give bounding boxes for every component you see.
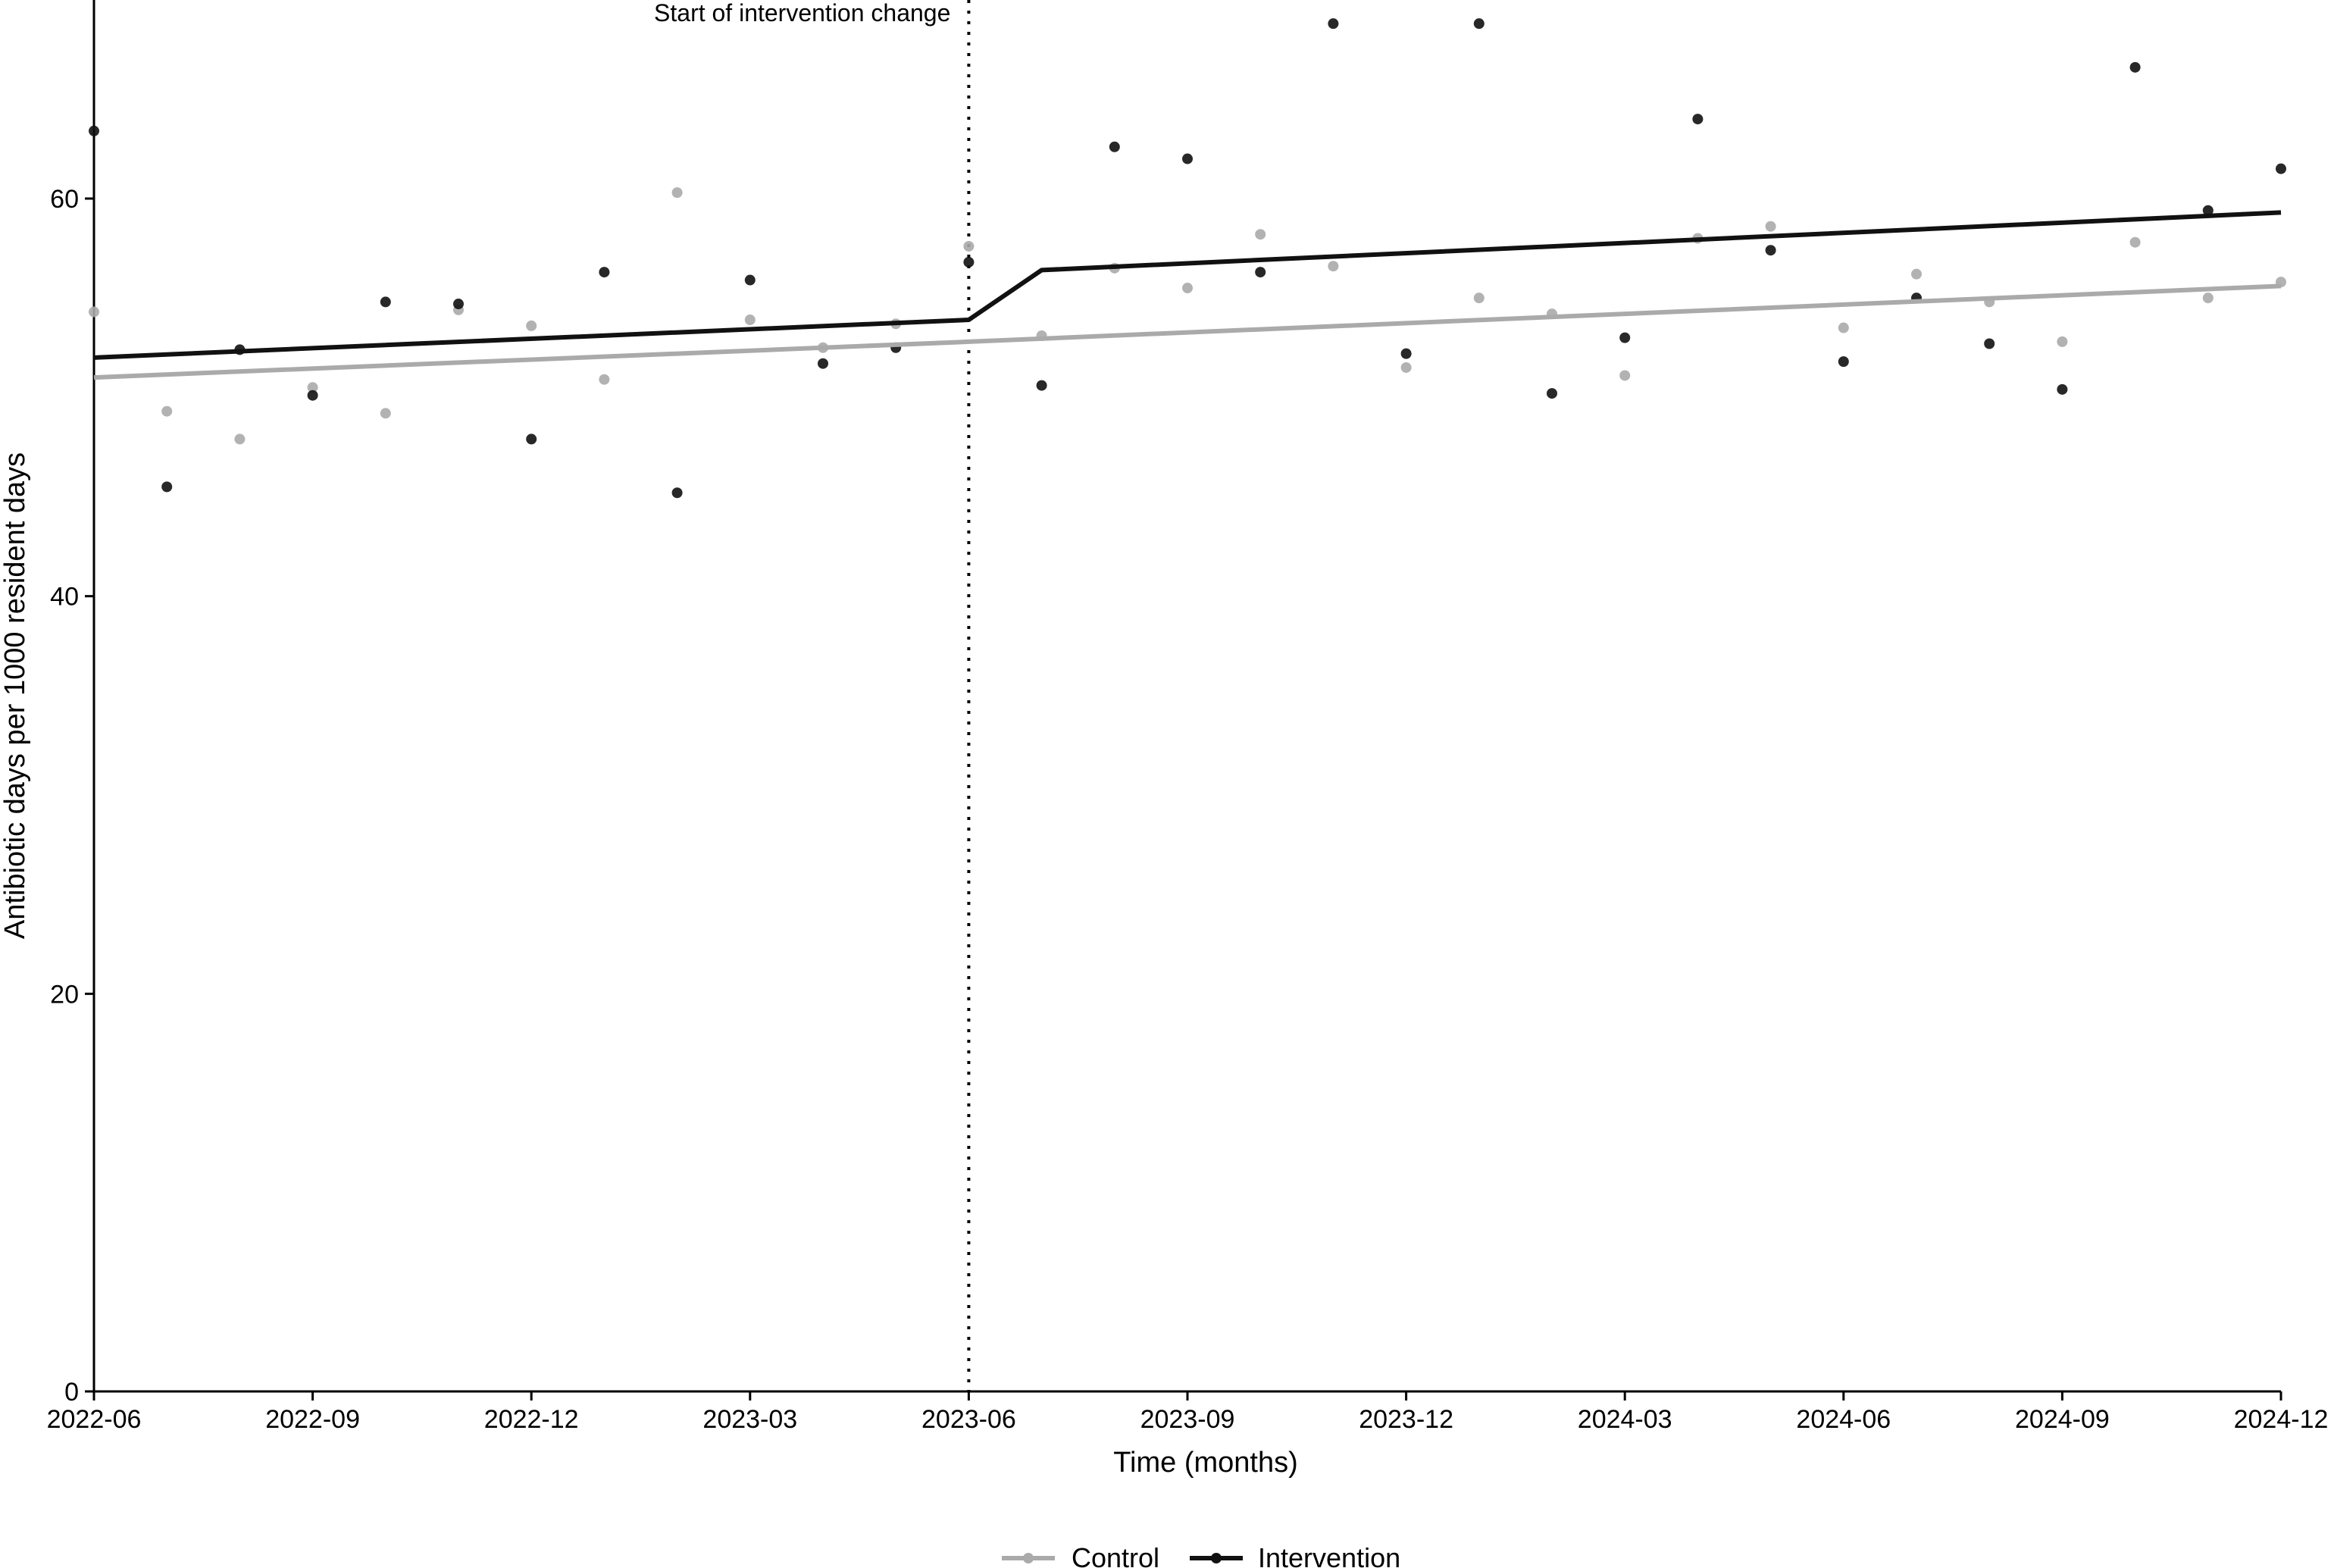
y-axis-title: Antibiotic days per 1000 resident days — [0, 452, 31, 939]
intervention-point — [1984, 338, 1995, 349]
control-point — [1838, 322, 1849, 333]
legend-dot-control — [1023, 1553, 1034, 1563]
x-tick-label: 2024-12 — [2234, 1405, 2329, 1434]
intervention-point — [380, 296, 391, 308]
control-point — [1400, 361, 1412, 373]
intervention-point — [1109, 141, 1120, 152]
x-tick-label: 2023-06 — [921, 1405, 1016, 1434]
control-point — [234, 433, 246, 445]
y-tick-label: 0 — [64, 1378, 79, 1407]
intervention-point — [1765, 245, 1776, 256]
intervention-point — [1400, 348, 1412, 359]
control-point — [1911, 268, 1922, 280]
control-fit-line — [93, 283, 2282, 380]
x-ticks: 2022-06 2022-09 2022-12 2023-03 2023-06 2023-… — [47, 1391, 2329, 1434]
legend-label-control: Control — [1072, 1542, 1159, 1568]
control-point — [1182, 283, 1193, 294]
control-point — [963, 240, 975, 252]
points-layer — [89, 18, 2286, 499]
x-tick-label: 2023-12 — [1359, 1405, 1453, 1434]
intervention-point — [307, 390, 318, 401]
intervention-point — [453, 299, 464, 310]
intervention-start-label: Start of intervention change — [654, 0, 950, 27]
y-ticks: 0 20 40 60 — [50, 185, 94, 1407]
x-tick-label: 2023-09 — [1140, 1405, 1235, 1434]
x-axis-title: Time (months) — [1113, 1447, 1298, 1479]
control-point — [599, 374, 610, 385]
intervention-point — [1328, 18, 1339, 30]
y-tick-label: 60 — [50, 185, 79, 214]
intervention-point — [2276, 163, 2286, 174]
legend: Control Intervention — [1002, 1542, 1400, 1568]
intervention-point — [89, 125, 99, 136]
control-point — [307, 382, 318, 393]
control-point — [2129, 236, 2141, 248]
control-point — [1765, 221, 1776, 232]
control-point — [2057, 336, 2068, 347]
intervention-point — [599, 267, 610, 278]
x-tick-label: 2024-09 — [2015, 1405, 2110, 1434]
x-tick-label: 2022-06 — [47, 1405, 142, 1434]
intervention-point — [2202, 205, 2214, 216]
intervention-point — [161, 481, 173, 493]
intervention-point — [2129, 61, 2141, 73]
control-point — [161, 405, 173, 417]
intervention-point — [526, 433, 537, 445]
x-tick-label: 2024-06 — [1796, 1405, 1891, 1434]
intervention-point — [1547, 388, 1557, 399]
annotation-layer: Start of intervention change — [654, 0, 971, 1391]
intervention-point — [1036, 380, 1047, 391]
y-tick-label: 20 — [50, 980, 79, 1009]
intervention-point — [744, 274, 756, 286]
control-point — [1473, 293, 1485, 304]
intervention-point — [1619, 332, 1631, 343]
control-point — [1255, 229, 1266, 240]
intervention-point — [1473, 18, 1485, 30]
y-tick-label: 40 — [50, 583, 79, 612]
intervention-point — [1692, 114, 1704, 125]
axes — [92, 0, 2281, 1393]
intervention-point — [1182, 153, 1193, 164]
intervention-point — [963, 256, 975, 268]
control-point — [671, 187, 683, 199]
control-point — [89, 306, 99, 318]
x-tick-label: 2022-09 — [265, 1405, 360, 1434]
control-point — [526, 320, 537, 331]
legend-label-intervention: Intervention — [1258, 1542, 1400, 1568]
control-point — [2202, 293, 2214, 304]
control-point — [380, 408, 391, 419]
x-tick-label: 2022-12 — [484, 1405, 579, 1434]
control-point — [744, 315, 756, 326]
intervention-point — [818, 358, 828, 369]
intervention-point — [671, 487, 683, 499]
fit-layer — [93, 210, 2282, 380]
intervention-point — [1255, 267, 1266, 278]
intervention-point — [1838, 356, 1849, 368]
x-tick-label: 2024-03 — [1578, 1405, 1672, 1434]
x-tick-label: 2023-03 — [702, 1405, 797, 1434]
legend-dot-intervention — [1211, 1553, 1222, 1563]
intervention-point — [2057, 383, 2068, 395]
control-point — [1619, 370, 1631, 381]
control-point — [1328, 261, 1339, 272]
intervention-fit-line — [93, 210, 2282, 360]
